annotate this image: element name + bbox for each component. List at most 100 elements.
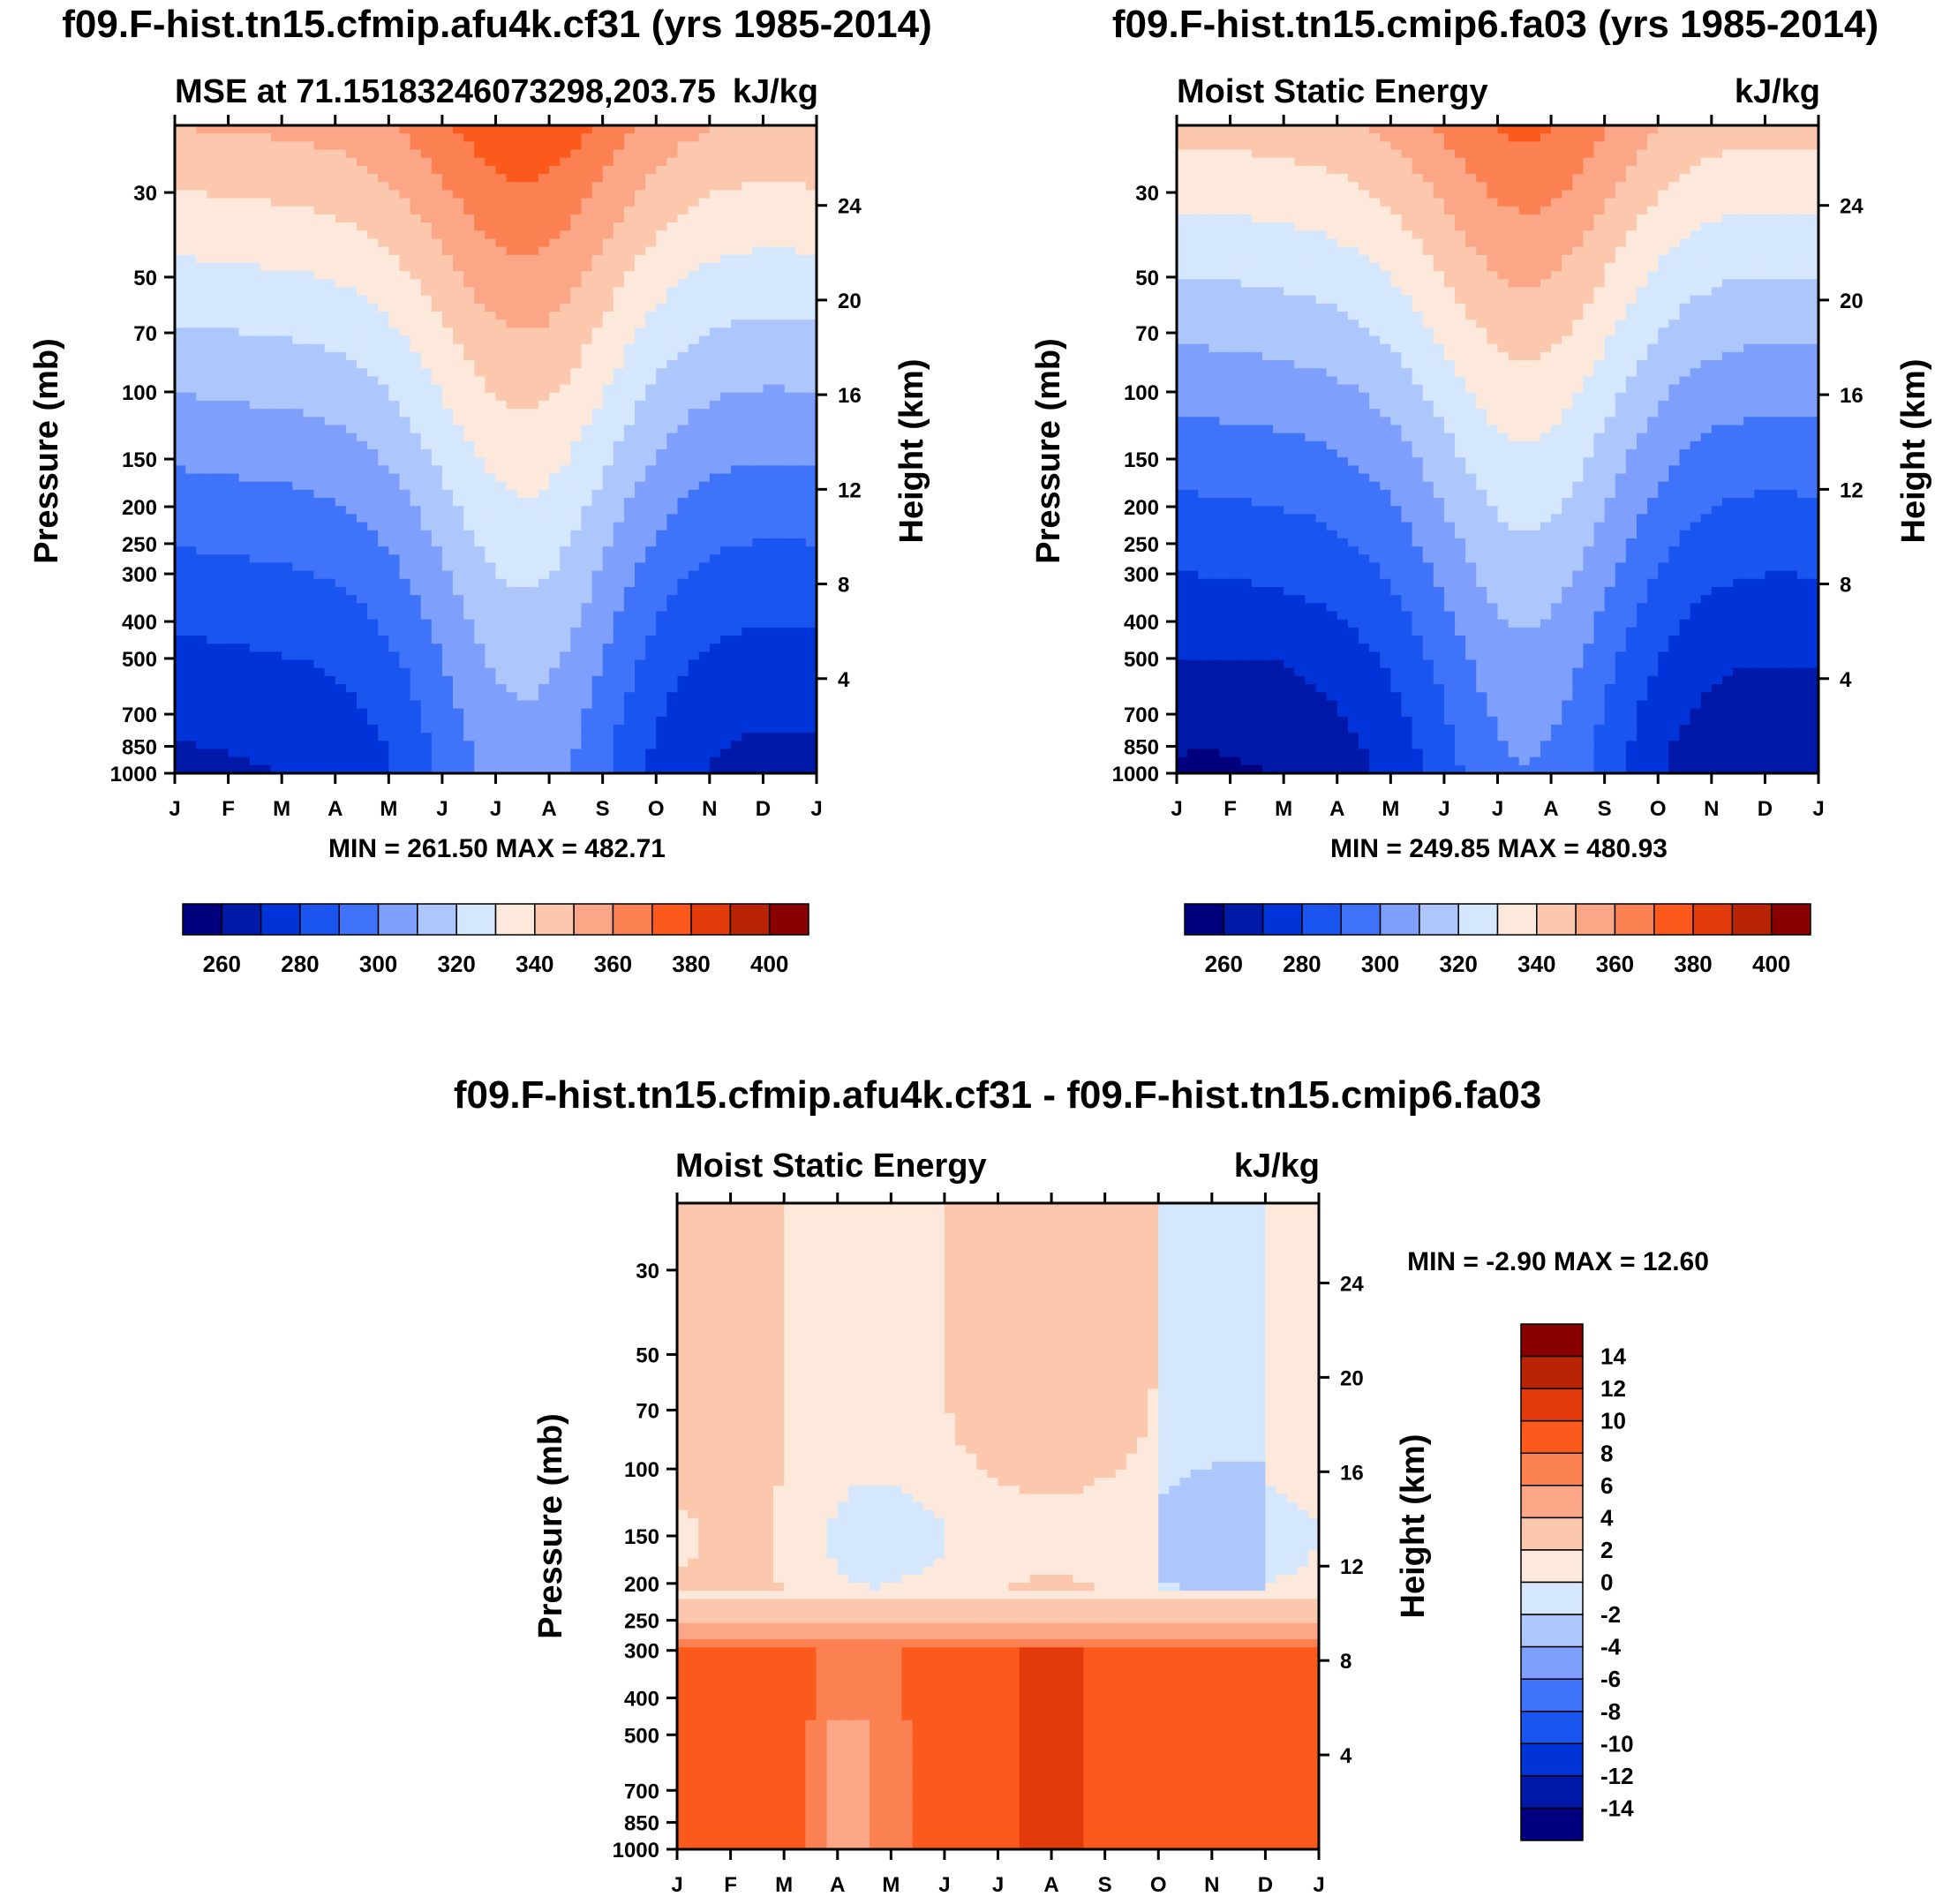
contour-cell	[784, 417, 796, 426]
contour-cell	[784, 343, 796, 353]
contour-cell	[719, 133, 732, 143]
contour-cell	[742, 230, 753, 240]
contour-cell	[794, 384, 807, 394]
contour-cell	[217, 465, 230, 475]
contour-cell	[453, 465, 464, 475]
contour-cell	[228, 595, 240, 605]
contour-cell	[635, 400, 646, 410]
contour-cell	[441, 125, 454, 134]
contour-cell	[399, 554, 411, 564]
contour-cell	[282, 522, 293, 531]
contour-cell	[591, 627, 604, 636]
contour-cell	[463, 692, 475, 702]
contour-cell	[742, 764, 753, 774]
contour-cell	[602, 312, 614, 320]
contour-cell	[688, 368, 700, 378]
contour-cell	[175, 425, 186, 434]
contour-cell	[784, 246, 796, 256]
contour-cell	[688, 287, 700, 297]
contour-cell	[335, 449, 347, 458]
contour-cell	[1177, 198, 1188, 207]
contour-cell	[356, 733, 368, 742]
contour-cell	[485, 570, 497, 580]
contour-cell	[474, 684, 486, 693]
contour-cell	[773, 449, 786, 458]
contour-cell	[485, 546, 497, 555]
contour-cell	[485, 351, 497, 361]
contour-cell	[388, 465, 401, 475]
contour-cell	[238, 360, 251, 369]
contour-cell	[356, 449, 368, 458]
contour-cell	[463, 125, 475, 134]
contour-cell	[688, 433, 700, 442]
contour-cell	[303, 303, 315, 312]
contour-cell	[420, 708, 433, 718]
contour-cell	[217, 254, 230, 264]
contour-cell	[185, 384, 197, 394]
contour-cell	[591, 700, 604, 710]
contour-cell	[677, 675, 689, 685]
contour-cell	[463, 741, 475, 750]
contour-cell	[656, 716, 668, 726]
contour-cell	[635, 125, 646, 134]
contour-cell	[666, 320, 679, 329]
contour-cell	[752, 675, 764, 685]
contour-cell	[495, 457, 508, 467]
contour-cell	[335, 675, 347, 685]
contour-cell	[185, 409, 197, 418]
contour-cell	[356, 198, 368, 207]
contour-cell	[282, 165, 293, 175]
contour-cell	[303, 198, 315, 207]
contour-cell	[175, 562, 186, 572]
contour-cell	[410, 198, 422, 207]
contour-cell	[742, 279, 753, 289]
contour-cell	[378, 473, 390, 483]
contour-cell	[570, 214, 583, 223]
contour-cell	[538, 230, 550, 240]
contour-cell	[474, 692, 486, 702]
contour-cell	[292, 287, 305, 297]
contour-cell	[677, 440, 689, 450]
contour-cell	[185, 182, 197, 192]
contour-cell	[645, 368, 657, 378]
contour-cell	[335, 756, 347, 766]
contour-cell	[527, 312, 539, 320]
contour-cell	[635, 546, 646, 555]
contour-cell	[613, 335, 625, 345]
contour-cell	[282, 206, 293, 215]
contour-cell	[378, 546, 390, 555]
contour-cell	[656, 165, 668, 175]
contour-cell	[742, 182, 753, 192]
height-tick-label: 4	[838, 668, 850, 692]
contour-cell	[666, 409, 679, 418]
contour-cell	[495, 554, 508, 564]
contour-cell	[677, 141, 689, 151]
contour-cell	[527, 335, 539, 345]
contour-cell	[441, 149, 454, 159]
contour-cell	[805, 417, 817, 426]
contour-cell	[805, 230, 817, 240]
contour-cell	[441, 522, 454, 531]
contour-cell	[335, 295, 347, 305]
colorbar-label: 360	[594, 951, 632, 977]
contour-cell	[560, 368, 572, 378]
contour-cell	[495, 506, 508, 516]
contour-cell	[666, 675, 679, 685]
contour-cell	[292, 756, 305, 766]
contour-cell	[752, 749, 764, 758]
contour-cell	[794, 530, 807, 539]
contour-cell	[666, 603, 679, 613]
contour-cell	[228, 214, 240, 223]
contour-cell	[763, 643, 775, 653]
contour-cell	[260, 343, 272, 353]
contour-cell	[560, 400, 572, 410]
contour-cell	[313, 287, 326, 297]
contour-cell	[719, 756, 732, 766]
contour-cell	[570, 190, 583, 199]
contour-cell	[367, 586, 379, 596]
contour-cell	[388, 498, 401, 507]
contour-cell	[388, 636, 401, 644]
contour-cell	[784, 295, 796, 305]
contour-cell	[292, 165, 305, 175]
contour-cell	[292, 733, 305, 742]
